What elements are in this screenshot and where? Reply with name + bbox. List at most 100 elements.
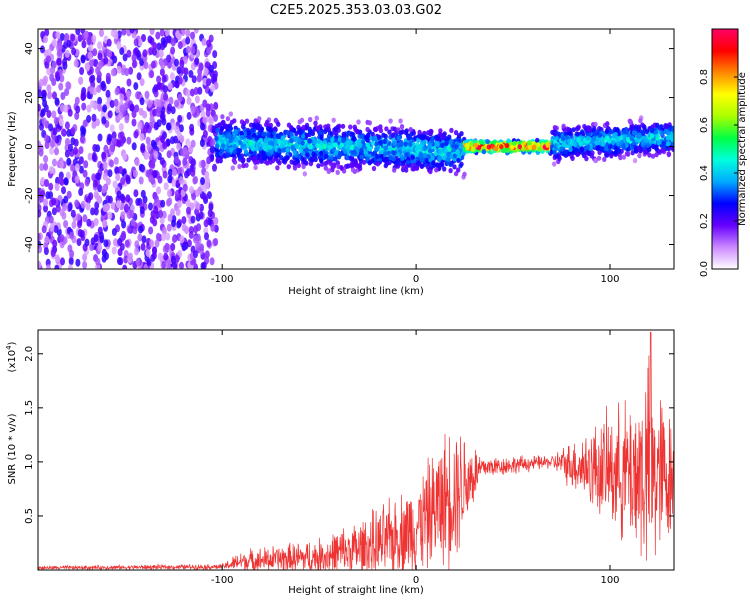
spectrogram-cell	[126, 78, 132, 87]
spectrogram-cell	[386, 150, 391, 156]
spectrogram-cell	[155, 31, 161, 40]
spectrogram-cell	[374, 146, 380, 152]
spectrogram-cell	[120, 177, 126, 185]
spectrogram-cell	[517, 144, 522, 150]
spectrogram-cell	[70, 33, 76, 42]
spectrogram-cell	[170, 46, 176, 55]
spectrogram-cell	[134, 158, 140, 167]
spectrogram-cell	[614, 127, 620, 133]
spectrogram-cell	[146, 143, 152, 152]
spectrogram-cell	[286, 122, 292, 128]
spectrogram-cell	[319, 158, 324, 164]
colorbar-label: Normalized spectral amplitude	[737, 72, 748, 226]
spectrogram-cell	[304, 147, 309, 153]
spectrogram-cell	[442, 166, 447, 172]
spectrogram-cell	[86, 218, 92, 227]
spectrogram-cell	[130, 218, 136, 227]
spectrogram-cell	[49, 146, 55, 155]
snr-x-tick-label: 0	[413, 575, 419, 586]
spectrogram-cell	[429, 137, 435, 143]
spectrogram-cell	[415, 142, 420, 148]
spectrogram-cell	[124, 203, 130, 212]
spectrogram-cell	[92, 144, 98, 152]
spectrogram-cell	[225, 116, 231, 122]
spectrogram-cell	[105, 89, 111, 98]
spectrogram-cell	[176, 66, 182, 75]
spectrogram-cell	[102, 172, 108, 181]
spectrogram-cell	[215, 156, 220, 162]
spectrogram-cell	[388, 118, 393, 124]
spectrogram-cell	[659, 130, 664, 136]
spectrogram-cell	[554, 153, 559, 159]
spectrogram-cell	[86, 37, 92, 46]
spectrogram-cell	[124, 68, 130, 76]
spectrogram-cell	[101, 151, 107, 160]
spectrogram-cell	[48, 123, 54, 132]
spectrogram-cell	[57, 48, 62, 57]
spectrogram-cell	[172, 168, 177, 177]
spectrogram-cell	[138, 107, 144, 116]
spectrogram-cell	[361, 159, 367, 165]
spectrogram-cell	[54, 264, 60, 269]
spectrogram-y-tick-label: 20	[24, 91, 35, 104]
spectrogram-cell	[535, 137, 540, 143]
spectrogram-cell	[647, 146, 652, 153]
spectrogram-cell	[150, 139, 156, 148]
spectrogram-cell	[97, 133, 103, 142]
spectrogram-cell	[176, 200, 182, 209]
spectrogram-cell	[40, 108, 46, 117]
spectrogram-cell	[77, 34, 83, 43]
spectrogram-y-tick-label: -40	[24, 236, 35, 252]
spectrogram-cell	[150, 253, 156, 262]
spectrogram-cell	[280, 135, 285, 141]
spectrogram-cell	[327, 144, 332, 150]
spectrogram-cell	[473, 142, 478, 148]
spectrogram-cell	[115, 173, 121, 182]
spectrogram-cell	[178, 176, 184, 185]
spectrogram-cell	[384, 161, 390, 167]
spectrogram-cell	[135, 257, 141, 266]
spectrogram-cell	[403, 141, 408, 147]
spectrogram-cell	[107, 211, 113, 220]
spectrogram-cell	[290, 144, 295, 151]
spectrogram-cell	[43, 35, 49, 44]
spectrogram-cell	[604, 146, 609, 152]
spectrogram-cell	[179, 261, 184, 269]
spectrogram-cell	[92, 48, 98, 57]
spectrogram-cell	[552, 161, 557, 167]
spectrogram-cell	[427, 143, 432, 149]
spectrogram-cell	[122, 102, 128, 111]
spectrogram-cell	[201, 261, 207, 269]
spectrogram-cell	[77, 220, 82, 229]
spectrogram-cell	[285, 147, 290, 153]
spectrogram-cell	[485, 139, 490, 145]
spectrogram-cell	[55, 176, 60, 185]
spectrogram-cell	[93, 59, 99, 67]
spectrogram-cell	[263, 146, 268, 152]
spectrogram-cell	[199, 243, 204, 252]
spectrogram-cell	[255, 122, 260, 128]
spectrogram-cell	[227, 132, 232, 138]
spectrogram-cell	[228, 137, 233, 143]
spectrogram-cell	[167, 197, 173, 206]
spectrogram-cell	[88, 43, 93, 52]
spectrogram-cell	[422, 152, 428, 159]
spectrogram-cell	[51, 110, 57, 119]
spectrogram-cell	[277, 134, 282, 140]
spectrogram-cell	[405, 159, 411, 165]
spectrogram-cell	[350, 167, 356, 173]
spectrogram-cell	[359, 148, 364, 154]
spectrogram-cell	[38, 148, 44, 157]
spectrogram-cell	[97, 96, 103, 105]
spectrogram-cell	[197, 67, 203, 76]
snr-scale-exp: 4	[5, 345, 13, 350]
spectrogram-cell	[585, 135, 591, 141]
spectrogram-cell	[189, 186, 194, 195]
spectrogram-cell	[84, 238, 90, 247]
spectrogram-cell	[138, 225, 144, 234]
spectrogram-cell	[97, 103, 103, 112]
spectrogram-cell	[240, 134, 245, 141]
spectrogram-cell	[87, 51, 93, 60]
spectrogram-cell	[395, 163, 401, 169]
